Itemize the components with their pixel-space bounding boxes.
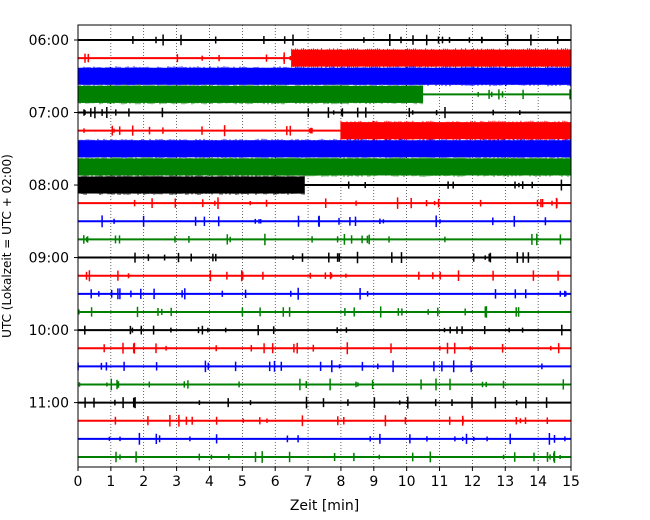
x-tick-label: 8 xyxy=(336,474,345,490)
seismic-traces xyxy=(77,34,572,463)
trace-06:30 xyxy=(77,66,571,87)
x-tick-label: 5 xyxy=(238,474,247,490)
x-tick-label: 3 xyxy=(172,474,181,490)
x-tick-label: 13 xyxy=(496,474,514,490)
trace-09:30 xyxy=(78,287,571,300)
x-tick-label: 9 xyxy=(369,474,378,490)
trace-noise xyxy=(85,270,559,282)
x-tick-label: 14 xyxy=(529,474,547,490)
plot-frame xyxy=(77,24,572,468)
trace-signal-edge xyxy=(77,66,571,87)
trace-06:00 xyxy=(78,34,571,46)
trace-signal-edge xyxy=(291,48,571,69)
y-tick-label: 09:00 xyxy=(29,251,69,267)
trace-11:45 xyxy=(78,451,571,463)
trace-07:30 xyxy=(77,138,571,159)
trace-08:00 xyxy=(77,175,571,195)
trace-10:15 xyxy=(78,342,571,355)
trace-noise xyxy=(101,215,547,228)
x-tick-label: 2 xyxy=(139,474,148,490)
trace-noise xyxy=(108,432,566,445)
trace-noise xyxy=(114,414,549,427)
trace-noise xyxy=(133,197,558,209)
x-tick-label: 1 xyxy=(106,474,115,490)
y-tick-label: 08:00 xyxy=(29,178,69,194)
trace-06:45 xyxy=(77,84,571,105)
x-tick-label: 7 xyxy=(304,474,313,490)
trace-11:15 xyxy=(78,414,571,427)
trace-07:15 xyxy=(78,120,572,141)
trace-09:00 xyxy=(78,251,571,264)
trace-06:15 xyxy=(78,48,571,69)
trace-07:00 xyxy=(78,106,571,119)
y-tick-label: 11:00 xyxy=(29,396,69,412)
trace-08:30 xyxy=(78,215,571,228)
trace-noise xyxy=(103,342,560,355)
trace-08:45 xyxy=(78,233,571,246)
trace-noise xyxy=(134,251,530,264)
x-axis-ticks: 0 1 2 3 4 5 6 7 8 9 10 11 12 13 14 15 xyxy=(74,467,580,490)
x-tick-label: 4 xyxy=(205,474,214,490)
trace-noise xyxy=(78,306,520,318)
trace-10:30 xyxy=(77,360,571,373)
trace-10:45 xyxy=(78,378,571,391)
trace-08:15 xyxy=(78,197,571,209)
trace-noise xyxy=(83,106,521,119)
trace-noise xyxy=(84,396,548,409)
y-tick-label: 10:00 xyxy=(29,323,69,339)
y-axis-label: UTC (Lokalzeit = UTC + 02:00) xyxy=(0,154,14,338)
trace-noise xyxy=(78,378,565,391)
x-tick-label: 12 xyxy=(463,474,481,490)
y-axis-ticks: 06:00 07:00 08:00 09:00 10:00 11:00 xyxy=(29,33,78,412)
trace-10:00 xyxy=(78,324,571,336)
x-tick-label: 0 xyxy=(74,474,83,490)
trace-noise xyxy=(90,287,567,300)
trace-11:00 xyxy=(78,396,571,409)
trace-noise xyxy=(115,451,561,463)
trace-signal-edge xyxy=(340,120,572,141)
trace-11:30 xyxy=(78,432,571,445)
x-tick-label: 6 xyxy=(271,474,280,490)
x-tick-label: 15 xyxy=(562,474,580,490)
trace-signal-edge xyxy=(77,156,571,177)
x-tick-label: 10 xyxy=(398,474,416,490)
trace-noise xyxy=(132,34,559,46)
y-tick-label: 07:00 xyxy=(29,106,69,122)
x-tick-label: 11 xyxy=(431,474,449,490)
x-axis-label: Zeit [min] xyxy=(290,498,359,514)
trace-09:45 xyxy=(78,306,571,318)
trace-noise xyxy=(83,233,562,246)
trace-noise xyxy=(84,324,563,336)
y-tick-label: 06:00 xyxy=(29,33,69,49)
trace-09:15 xyxy=(78,270,571,282)
trace-signal-edge xyxy=(77,84,423,105)
trace-signal-edge xyxy=(77,138,571,159)
trace-07:45 xyxy=(77,156,571,177)
